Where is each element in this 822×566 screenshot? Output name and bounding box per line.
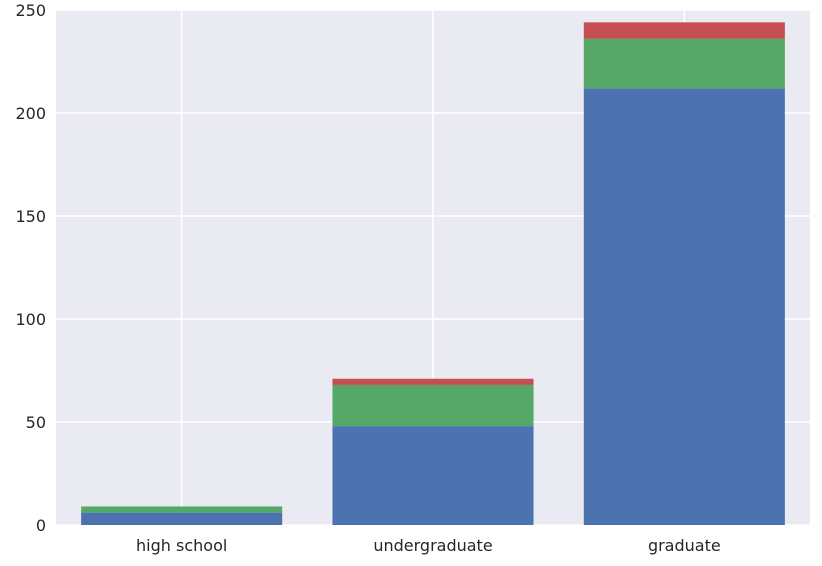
bar-segment-3-graduate <box>583 22 785 39</box>
x-axis: high school undergraduate graduate <box>136 536 721 555</box>
bar-segment-3-undergraduate <box>332 378 534 385</box>
bar-segment-1-graduate <box>583 88 785 525</box>
y-tick-label: 100 <box>15 310 46 329</box>
y-tick-label: 50 <box>26 413 46 432</box>
bar-segment-2-undergraduate <box>332 384 534 427</box>
y-tick-label: 250 <box>15 1 46 20</box>
bar-segment-1-undergraduate <box>332 426 534 525</box>
x-tick-label: graduate <box>648 536 721 555</box>
bars <box>81 22 785 525</box>
bar-segment-2-graduate <box>583 38 785 89</box>
y-tick-label: 150 <box>15 207 46 226</box>
bar-segment-1-high-school <box>81 512 283 525</box>
y-tick-label: 0 <box>36 516 46 535</box>
x-tick-label: undergraduate <box>373 536 492 555</box>
bar-segment-2-high-school <box>81 506 283 513</box>
y-axis: 0 50 100 150 200 250 <box>15 1 46 535</box>
x-tick-label: high school <box>136 536 227 555</box>
y-tick-label: 200 <box>15 104 46 123</box>
